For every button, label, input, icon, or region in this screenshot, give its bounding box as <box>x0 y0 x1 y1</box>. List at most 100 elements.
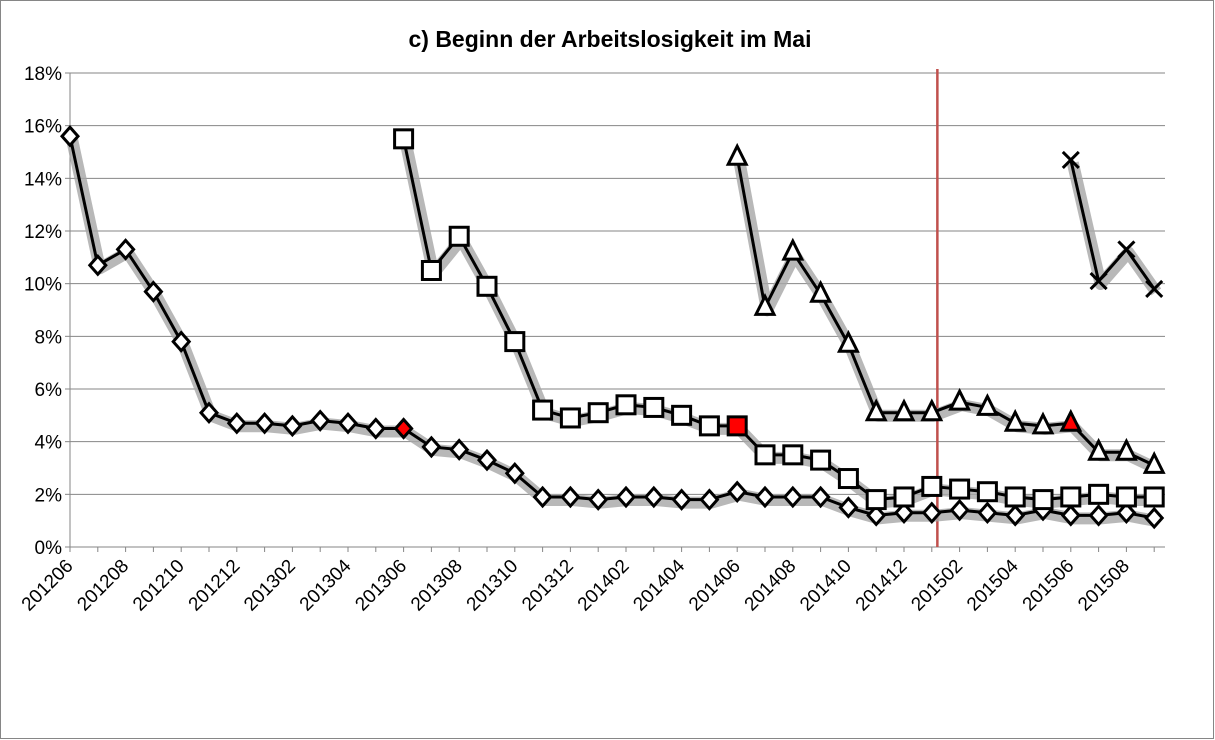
diamond-marker <box>476 448 498 472</box>
square-marker <box>1143 486 1165 508</box>
diamond-marker <box>810 485 831 509</box>
cross-marker <box>1061 150 1080 169</box>
diamond-marker <box>671 488 692 511</box>
square-marker <box>726 415 748 437</box>
y-tick-label: 6% <box>35 380 63 401</box>
square-marker <box>865 489 887 511</box>
square-marker <box>949 478 971 500</box>
diamond-marker <box>504 462 525 485</box>
diamond-marker <box>615 485 637 509</box>
y-tick-label: 10% <box>24 275 62 296</box>
triangle-marker <box>725 142 749 166</box>
cross-marker <box>1089 271 1108 291</box>
y-tick-label: 8% <box>35 327 63 348</box>
triangle-marker <box>781 237 805 261</box>
diamond-marker <box>1116 501 1137 525</box>
square-marker <box>754 444 776 466</box>
square-marker <box>671 404 693 426</box>
square-marker <box>698 415 720 437</box>
diamond-marker <box>421 435 442 459</box>
y-tick-label: 14% <box>24 169 62 190</box>
triangle-marker <box>1114 437 1138 461</box>
y-tick-label: 2% <box>35 485 63 506</box>
diamond-marker <box>866 504 887 527</box>
square-marker <box>1060 486 1082 508</box>
diamond-marker <box>754 485 776 509</box>
diamond-marker <box>449 438 470 461</box>
diamond-marker <box>643 485 664 509</box>
diamond-marker <box>893 501 915 525</box>
square-marker <box>976 481 998 503</box>
square-marker <box>893 486 915 508</box>
y-tick-label: 4% <box>35 433 63 454</box>
diamond-marker <box>921 501 942 525</box>
diamond-marker <box>1005 504 1026 527</box>
cross-marker <box>1145 279 1164 298</box>
series-line <box>68 135 1155 520</box>
diamond-marker <box>532 485 553 509</box>
square-marker <box>587 402 609 424</box>
square-marker <box>1004 486 1026 508</box>
triangle-marker <box>1031 411 1055 435</box>
square-marker <box>476 275 498 297</box>
square-marker <box>1032 489 1054 511</box>
diamond-marker <box>1144 506 1165 530</box>
y-tick-label: 0% <box>35 538 63 559</box>
y-tick-label: 18% <box>24 64 62 85</box>
square-marker <box>420 260 442 281</box>
diamond-marker <box>782 485 803 509</box>
diamond-marker <box>699 488 720 511</box>
diamond-marker <box>310 409 331 432</box>
triangle-marker <box>753 293 777 316</box>
square-marker <box>615 394 637 416</box>
diamond-marker <box>1088 504 1109 527</box>
square-marker <box>643 396 665 418</box>
diamond-marker <box>560 485 581 509</box>
diamond-marker <box>115 238 136 261</box>
square-marker <box>532 399 554 421</box>
square-marker <box>782 444 804 466</box>
y-tick-label: 16% <box>24 117 62 138</box>
diamond-marker <box>838 496 859 519</box>
series-line <box>402 138 1155 502</box>
triangle-marker <box>1142 451 1166 474</box>
square-marker <box>504 331 526 353</box>
diamond-marker <box>171 330 192 353</box>
diamond-marker <box>588 488 609 511</box>
triangle-marker <box>892 398 916 422</box>
diamond-marker <box>59 124 81 148</box>
square-marker <box>559 407 581 429</box>
series-line <box>1069 159 1156 290</box>
square-marker <box>1115 486 1137 508</box>
square-marker <box>393 128 415 150</box>
diamond-marker <box>198 401 220 424</box>
series-line <box>735 156 1155 467</box>
diamond-marker <box>226 411 247 435</box>
diamond-marker <box>727 480 748 503</box>
triangle-marker <box>1059 408 1083 432</box>
line-shadow <box>66 137 1158 527</box>
triangle-marker <box>948 387 972 411</box>
triangle-marker <box>1087 437 1111 461</box>
diamond-marker <box>365 417 386 440</box>
triangle-marker <box>809 279 833 303</box>
y-tick-label: 12% <box>24 222 62 243</box>
diamond-marker <box>393 417 414 440</box>
triangle-marker <box>920 398 944 422</box>
diamond-marker <box>1060 504 1081 527</box>
triangle-marker <box>864 398 888 422</box>
triangle-marker <box>1003 408 1027 432</box>
square-marker <box>837 468 859 490</box>
chart-title: c) Beginn der Arbeitslosigkeit im Mai <box>408 26 811 52</box>
cross-marker <box>1117 240 1136 259</box>
diamond-marker <box>143 280 164 303</box>
diamond-marker <box>977 501 998 525</box>
diamond-marker <box>282 414 303 438</box>
square-marker <box>921 475 943 497</box>
triangle-marker <box>836 329 860 353</box>
square-marker <box>810 449 832 471</box>
diamond-marker <box>337 411 359 435</box>
square-marker <box>1088 483 1110 505</box>
